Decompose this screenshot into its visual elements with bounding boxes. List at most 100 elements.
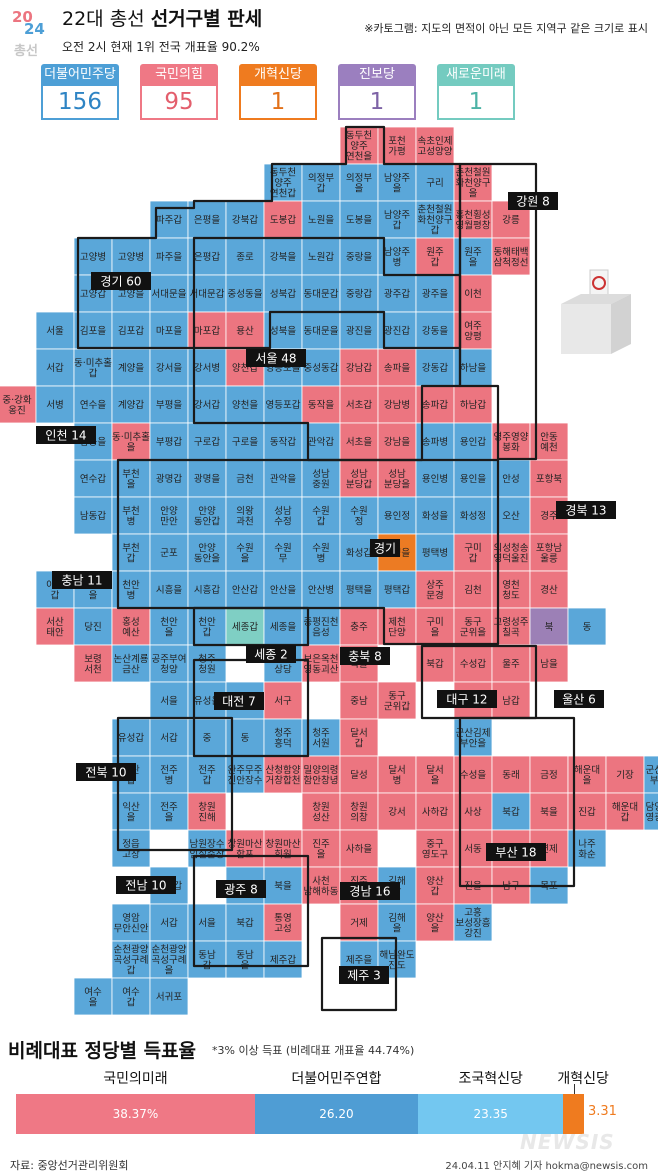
district-label: 남갑 bbox=[502, 695, 520, 707]
district-cell: 동구 군위갑 bbox=[377, 681, 417, 720]
district-cell: 안산을 bbox=[263, 570, 303, 609]
district-label: 영등포갑 bbox=[266, 399, 301, 411]
region-label-box bbox=[437, 690, 497, 708]
district-fill bbox=[149, 681, 189, 720]
district-label: 포천 가평 bbox=[388, 136, 405, 158]
vote-share-bar: 26.20 bbox=[254, 1094, 418, 1134]
district-fill bbox=[339, 163, 379, 202]
district-fill bbox=[453, 385, 493, 424]
district-label: 성남 중원 bbox=[312, 469, 330, 491]
district-label: 사상 bbox=[464, 807, 482, 818]
district-cell: 하남갑 bbox=[453, 385, 493, 424]
province-border bbox=[192, 236, 462, 462]
district-label: 서갑 bbox=[46, 362, 64, 374]
district-cell: 서초을 bbox=[339, 422, 379, 461]
district-cell: 군산김제부안갑 bbox=[643, 755, 658, 794]
district-fill bbox=[149, 644, 189, 683]
district-label: 천안 병 bbox=[122, 580, 140, 602]
district-fill bbox=[263, 570, 303, 609]
district-cell: 동작갑 bbox=[263, 422, 303, 461]
district-label: 구로을 bbox=[232, 437, 258, 448]
page-title: 22대 총선 선거구별 판세 bbox=[62, 4, 262, 31]
district-label: 동두천 양주 연천을 bbox=[346, 131, 372, 163]
district-label: 의정부 을 bbox=[346, 173, 372, 195]
district-fill bbox=[643, 792, 658, 831]
vote-share-value: 3.31 bbox=[588, 1104, 617, 1119]
district-fill bbox=[35, 311, 75, 350]
district-label: 전주 갑 bbox=[198, 765, 216, 787]
region-name: 경기 60 bbox=[100, 275, 141, 289]
district-fill bbox=[225, 459, 265, 498]
district-label: 동·미추홀 을 bbox=[112, 431, 150, 454]
party-seats: 1 bbox=[338, 86, 416, 120]
district-label: 수원 병 bbox=[312, 543, 329, 565]
district-label: 성북을 bbox=[270, 326, 296, 337]
district-label: 동·미추홀 갑 bbox=[74, 357, 112, 380]
district-label: 영등포을 bbox=[266, 363, 301, 374]
district-label: 연제 bbox=[540, 844, 557, 855]
district-fill bbox=[149, 533, 189, 572]
district-fill bbox=[149, 903, 189, 942]
district-cell: 동작을 bbox=[301, 385, 341, 424]
district-label: 춘천철원 화천양구 을 bbox=[456, 168, 491, 200]
region-label: 경북 13 bbox=[556, 501, 616, 519]
district-label: 수원 갑 bbox=[312, 506, 329, 528]
label-leader-line bbox=[573, 1084, 575, 1094]
district-fill bbox=[111, 348, 151, 387]
district-cell: 동두천 양주 연천갑 bbox=[263, 163, 303, 202]
district-cell: 양산 갑 bbox=[415, 866, 455, 905]
district-label: 서대문갑 bbox=[190, 288, 225, 300]
district-cell: 동해태백 삼척정선 bbox=[491, 237, 531, 276]
district-cell: 해운대 갑 bbox=[605, 792, 645, 831]
district-label: 진주 을 bbox=[312, 839, 330, 861]
district-fill bbox=[73, 496, 113, 535]
district-label: 이천 bbox=[464, 289, 481, 300]
page-subtitle: 오전 2시 현재 1위 전국 개표율 90.2% bbox=[62, 40, 260, 54]
district-cell: 구리 bbox=[415, 163, 455, 202]
party-vote-name: 더불어민주연합 bbox=[291, 1071, 382, 1087]
district-label: 안양 동안을 bbox=[194, 543, 220, 565]
district-cell: 영암 무안신안 bbox=[111, 903, 151, 942]
district-label: 해남완도 진도 bbox=[380, 949, 415, 972]
district-label: 동작갑 bbox=[270, 436, 296, 448]
district-fill bbox=[529, 570, 569, 609]
district-fill bbox=[415, 274, 455, 313]
district-label: 동 bbox=[241, 733, 250, 744]
district-fill bbox=[149, 237, 189, 276]
district-label: 강동갑 bbox=[422, 362, 448, 374]
region-label-box bbox=[486, 843, 546, 861]
district-cell: 원주 갑 bbox=[415, 237, 455, 276]
district-fill bbox=[415, 348, 455, 387]
district-fill bbox=[73, 607, 113, 646]
district-cell: 여수 을 bbox=[73, 977, 113, 1016]
region-label-box bbox=[340, 647, 390, 665]
district-label: 금천 bbox=[236, 474, 253, 485]
district-label: 성남 분당갑 bbox=[346, 469, 372, 491]
district-fill bbox=[339, 496, 379, 535]
district-fill bbox=[263, 718, 303, 757]
proportional-note: *3% 이상 득표 (비례대표 개표율 44.74%) bbox=[212, 1044, 415, 1057]
district-cell: 강동갑 bbox=[415, 348, 455, 387]
district-label: 달서 을 bbox=[426, 764, 443, 787]
district-label: 수성을 bbox=[460, 770, 486, 781]
region-name: 충남 11 bbox=[61, 574, 102, 588]
district-label: 안산을 bbox=[270, 585, 296, 596]
logo-year-bottom: 24 bbox=[24, 20, 45, 38]
district-label: 용인병 bbox=[422, 474, 448, 485]
district-label: 고양병 bbox=[80, 252, 106, 263]
district-label: 포항남 울릉 bbox=[536, 543, 562, 565]
region-name: 전북 10 bbox=[85, 766, 126, 780]
district-label: 동구 군위갑 bbox=[384, 691, 410, 713]
district-fill bbox=[225, 570, 265, 609]
district-fill bbox=[111, 644, 151, 683]
district-cell: 의왕 과천 bbox=[225, 496, 265, 535]
region-label: 울산 6 bbox=[554, 690, 604, 708]
district-cell: 서병 bbox=[35, 385, 75, 424]
district-label: 창원마산 회원 bbox=[266, 839, 301, 861]
district-fill bbox=[529, 459, 569, 498]
district-label: 진갑 bbox=[578, 806, 596, 818]
district-fill bbox=[453, 533, 493, 572]
district-cell: 포항북 bbox=[529, 459, 569, 498]
district-label: 광명갑 bbox=[156, 473, 182, 485]
district-fill bbox=[377, 496, 417, 535]
